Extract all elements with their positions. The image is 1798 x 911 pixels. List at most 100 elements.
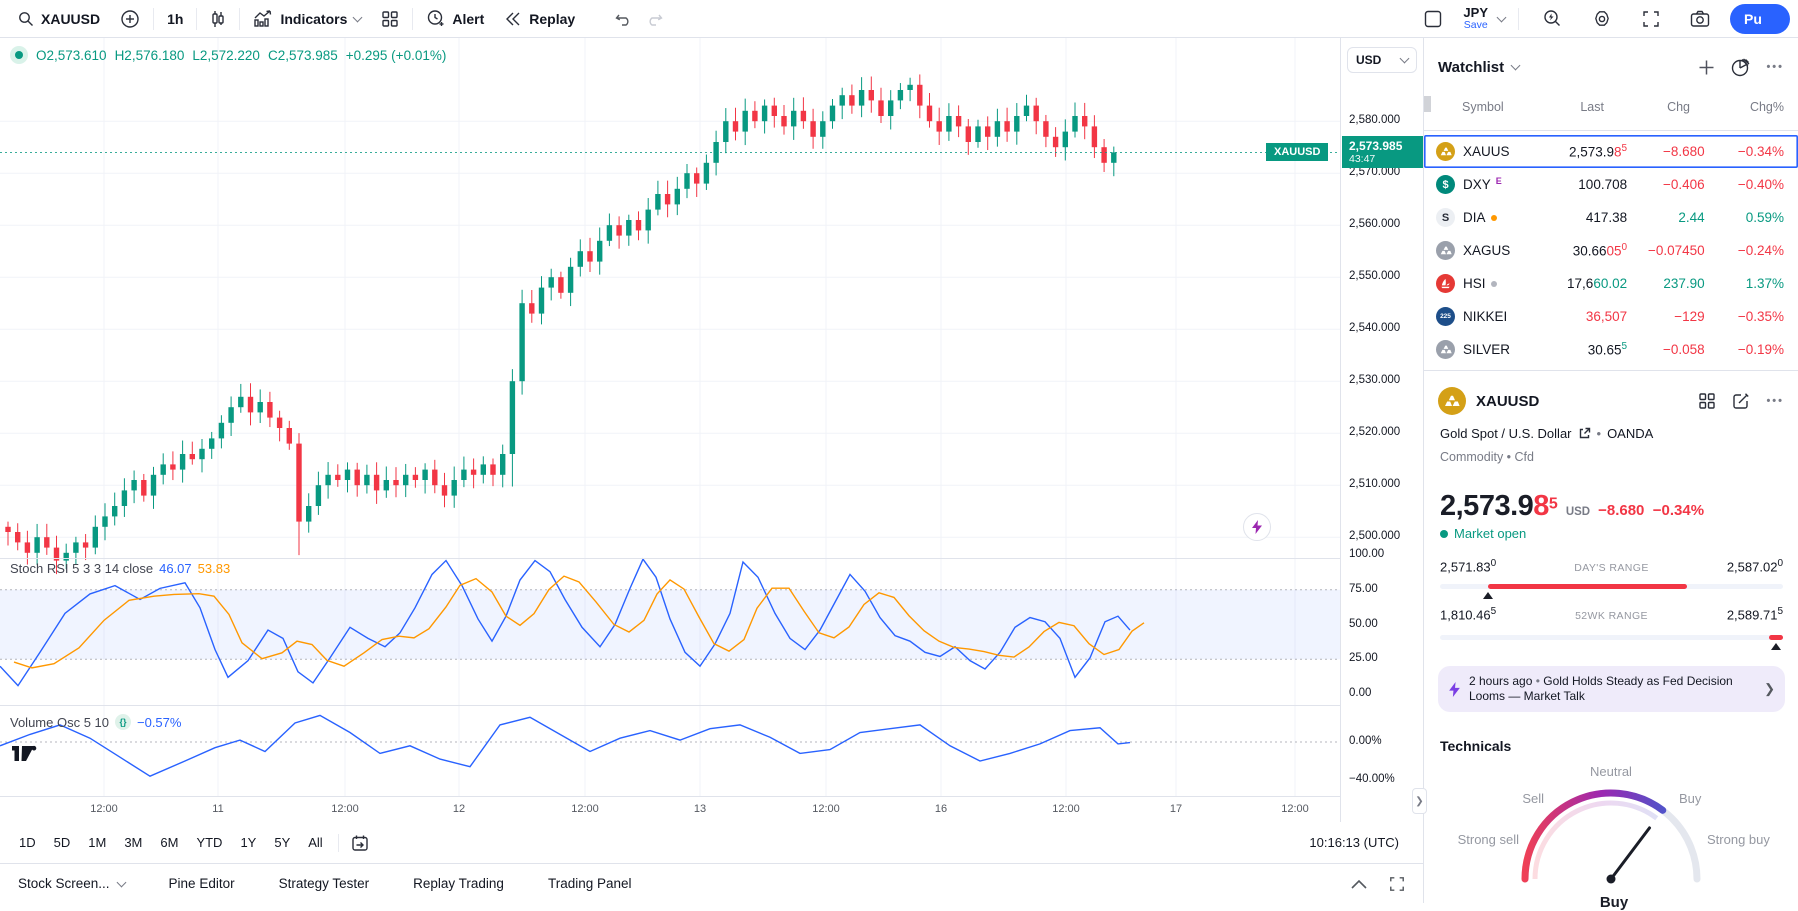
gauge-label-buy: Buy bbox=[1679, 791, 1702, 806]
stoch-scale-label: 25.00 bbox=[1349, 652, 1378, 665]
range-button-6m[interactable]: 6M bbox=[160, 835, 179, 850]
watchlist-row-xauus[interactable]: XAUUS 2,573.985 −8.680 −0.34% bbox=[1424, 135, 1798, 168]
alert-button[interactable]: Alert bbox=[416, 4, 494, 34]
time-axis-label: 11 bbox=[212, 803, 224, 815]
indicator-templates-button[interactable] bbox=[371, 4, 409, 34]
price-axis[interactable]: USD 2,580.000 2,570.000 2,560.000 2,550.000… bbox=[1340, 38, 1423, 822]
replay-button[interactable]: Replay bbox=[494, 4, 585, 34]
screenshot-button[interactable] bbox=[1680, 4, 1720, 34]
watchlist-more-button[interactable]: ••• bbox=[1766, 61, 1784, 73]
layout-grid-button[interactable] bbox=[1698, 392, 1716, 410]
quick-search-icon bbox=[1544, 9, 1560, 26]
stoch-rsi-legend[interactable]: Stoch RSI 5 3 3 14 close 46.07 53.83 bbox=[10, 561, 230, 576]
interval-label: 1h bbox=[167, 10, 184, 27]
price-axis-label: 2,550.000 bbox=[1349, 270, 1401, 283]
symbol-search-button[interactable]: XAUUSD bbox=[8, 4, 110, 34]
col-chg[interactable]: Chg bbox=[1667, 100, 1690, 114]
price-axis-label: 2,520.000 bbox=[1349, 426, 1401, 439]
legend-change: +0.295 (+0.01%) bbox=[345, 47, 447, 63]
currency-unit-button[interactable]: USD bbox=[1347, 47, 1417, 73]
instrument-full-name[interactable]: Gold Spot / U.S. Dollar bbox=[1440, 426, 1572, 441]
symbol-logo-dia-icon: S bbox=[1436, 208, 1455, 227]
range-button-5y[interactable]: 5Y bbox=[274, 835, 291, 850]
news-card[interactable]: 2 hours ago • Gold Holds Steady as Fed D… bbox=[1438, 666, 1785, 712]
bottom-tab-replay-trading[interactable]: Replay Trading bbox=[413, 876, 504, 891]
price-axis-label: 2,500.000 bbox=[1349, 530, 1401, 543]
redo-button[interactable] bbox=[639, 4, 669, 34]
panel-collapse-up-icon[interactable] bbox=[1351, 879, 1367, 889]
watchlist-row-hsi[interactable]: HSI 17,660.02 237.90 1.37% bbox=[1424, 267, 1798, 300]
chevron-down-icon[interactable] bbox=[1496, 12, 1507, 22]
layout-save-button[interactable]: JPY Save bbox=[1463, 6, 1488, 31]
tradingview-logo[interactable] bbox=[12, 744, 42, 764]
volume-scale-label: 0.00% bbox=[1349, 735, 1382, 747]
52wk-range-track bbox=[1440, 635, 1783, 640]
heatmap-pie-button[interactable] bbox=[1731, 57, 1750, 77]
chart-style-button[interactable] bbox=[200, 4, 236, 34]
volume-osc-legend[interactable]: Volume Osc 5 10 {} −0.57% bbox=[10, 714, 181, 730]
time-axis-label: 12:00 bbox=[90, 803, 118, 815]
quick-action-lightning-button[interactable] bbox=[1243, 513, 1271, 541]
watchlist-column-headers[interactable]: Symbol Last Chg Chg% bbox=[1424, 92, 1798, 122]
external-link-icon[interactable] bbox=[1578, 427, 1591, 440]
bottom-tab-stock-screen-[interactable]: Stock Screen... bbox=[18, 876, 126, 891]
time-axis[interactable]: 12:00 11 12:00 12 12:00 13 12:00 16 12:00 17 12:00 bbox=[0, 796, 1423, 822]
watchlist-last-price: 30.66050 bbox=[1572, 242, 1628, 259]
col-chg-pct[interactable]: Chg% bbox=[1749, 100, 1784, 114]
detail-change-pct: −0.34% bbox=[1652, 502, 1705, 519]
interval-button[interactable]: 1h bbox=[157, 4, 193, 34]
stoch-d-value: 53.83 bbox=[197, 561, 231, 576]
watchlist-row-dia[interactable]: S DIA 417.38 2.44 0.59% bbox=[1424, 201, 1798, 234]
range-button-5d[interactable]: 5D bbox=[53, 835, 71, 850]
compare-button[interactable] bbox=[110, 4, 150, 34]
add-symbol-button[interactable] bbox=[1698, 59, 1715, 76]
news-headline: Gold Holds Steady as Fed Decision Looms … bbox=[1469, 674, 1733, 703]
fullscreen-button[interactable] bbox=[1632, 4, 1670, 34]
market-status-dot[interactable] bbox=[10, 46, 28, 64]
publish-button[interactable]: Pu bbox=[1730, 3, 1790, 34]
range-button-1d[interactable]: 1D bbox=[19, 835, 36, 850]
gauge-label-strong-sell: Strong sell bbox=[1457, 832, 1519, 847]
settings-button[interactable] bbox=[1582, 4, 1622, 34]
camera-icon bbox=[1690, 10, 1710, 27]
range-button-1m[interactable]: 1M bbox=[88, 835, 107, 850]
panel-expand-icon[interactable] bbox=[1389, 876, 1405, 892]
watchlist-title-button[interactable]: Watchlist bbox=[1438, 59, 1521, 76]
source-code-icon[interactable]: {} bbox=[115, 714, 131, 730]
bottom-tab-trading-panel[interactable]: Trading Panel bbox=[547, 876, 632, 891]
detail-more-button[interactable]: ••• bbox=[1766, 395, 1784, 407]
edit-note-button[interactable] bbox=[1732, 392, 1750, 410]
range-button-ytd[interactable]: YTD bbox=[196, 835, 223, 850]
quick-search-button[interactable] bbox=[1532, 4, 1572, 34]
redo-icon bbox=[649, 14, 663, 26]
bottom-tab-strategy-tester[interactable]: Strategy Tester bbox=[278, 876, 370, 891]
symbol-marker-dot bbox=[1490, 280, 1497, 287]
watchlist-drag-edge[interactable] bbox=[1424, 96, 1431, 112]
detail-symbol-name[interactable]: XAUUSD bbox=[1476, 392, 1540, 410]
range-button-all[interactable]: All bbox=[308, 835, 323, 850]
symbol-logo-hsi-icon bbox=[1436, 274, 1455, 293]
range-buttons: 1D 5D 1M 3M 6M YTD 1Y 5Y All bbox=[10, 831, 332, 854]
layout-button[interactable] bbox=[1413, 4, 1453, 34]
watchlist-row-silver[interactable]: SILVER 30.655 −0.058 −0.19% bbox=[1424, 333, 1798, 366]
sidebar-collapse-handle[interactable]: ❯ bbox=[1412, 788, 1427, 814]
clock-utc[interactable]: 10:16:13 (UTC) bbox=[1309, 835, 1413, 850]
indicators-button[interactable]: Indicators bbox=[243, 4, 371, 34]
stoch-scale-label: 0.00 bbox=[1349, 687, 1372, 699]
watchlist-row-nikkei[interactable]: 225 NIKKEI 36,507 −129 −0.35% bbox=[1424, 300, 1798, 333]
chart-canvas[interactable] bbox=[0, 38, 1340, 796]
range-button-3m[interactable]: 3M bbox=[124, 835, 143, 850]
bottom-tab-pine-editor[interactable]: Pine Editor bbox=[168, 876, 235, 891]
range-button-1y[interactable]: 1Y bbox=[240, 835, 257, 850]
undo-button[interactable] bbox=[609, 4, 639, 34]
col-last[interactable]: Last bbox=[1580, 100, 1604, 114]
col-symbol[interactable]: Symbol bbox=[1462, 100, 1504, 114]
exchange-name[interactable]: OANDA bbox=[1607, 426, 1654, 441]
pane-divider[interactable] bbox=[0, 558, 1423, 559]
go-to-date-button[interactable] bbox=[337, 833, 370, 852]
pane-divider[interactable] bbox=[0, 705, 1423, 706]
chart-area[interactable]: O2,573.610 H2,576.180 L2,572.220 C2,573.… bbox=[0, 38, 1423, 903]
watchlist-row-xagus[interactable]: XAGUS 30.66050 −0.07450 −0.24% bbox=[1424, 234, 1798, 267]
watchlist-row-dxy[interactable]: $ DXY E 100.708 −0.406 −0.40% bbox=[1424, 168, 1798, 201]
52wk-range-values: 1,810.465 52WK RANGE 2,589.715 bbox=[1440, 606, 1783, 622]
